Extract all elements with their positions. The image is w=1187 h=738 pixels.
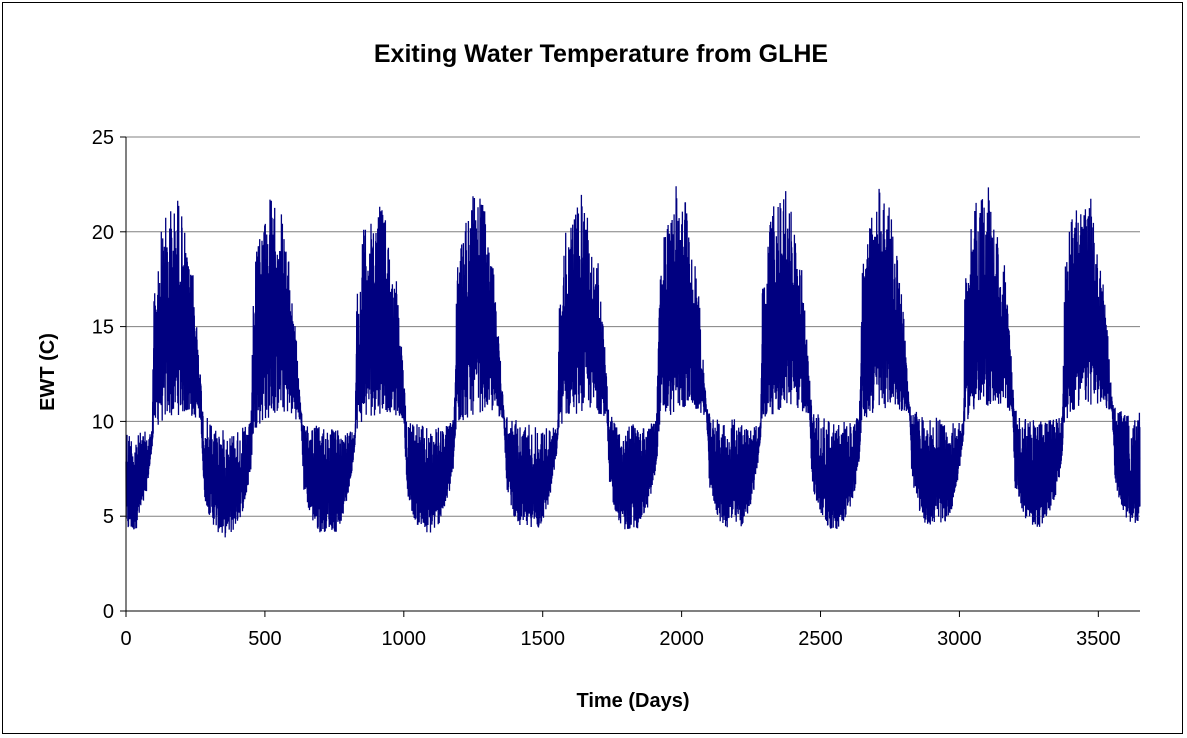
y-tick-label: 20	[92, 222, 114, 244]
y-tick-labels: 0 5 10 15 20 25	[92, 127, 114, 623]
x-tick-label: 1000	[382, 628, 427, 650]
axes	[120, 136, 1140, 617]
y-tick-label: 0	[103, 601, 114, 623]
y-axis-title: EWT (C)	[37, 333, 59, 411]
y-tick-label: 5	[103, 506, 114, 528]
y-tick-label: 15	[92, 317, 114, 339]
y-tick-label: 25	[92, 127, 114, 149]
x-tick-labels: 0 500 1000 1500 2000 2500 3000 3500	[120, 628, 1120, 650]
x-axis-title: Time (Days)	[576, 690, 689, 712]
x-tick-label: 3500	[1076, 628, 1121, 650]
plot-area	[125, 186, 1141, 538]
x-tick-label: 2500	[798, 628, 843, 650]
x-tick-label: 2000	[659, 628, 704, 650]
y-tick-label: 10	[92, 411, 114, 433]
x-tick-label: 1500	[520, 628, 565, 650]
series-line-ewt	[125, 186, 1141, 538]
x-tick-label: 0	[120, 628, 131, 650]
chart-title: Exiting Water Temperature from GLHE	[374, 40, 828, 68]
chart-svg: Exiting Water Temperature from GLHE 0 5 10…	[37, 40, 1141, 712]
x-tick-label: 3000	[937, 628, 982, 650]
x-tick-label: 500	[248, 628, 281, 650]
